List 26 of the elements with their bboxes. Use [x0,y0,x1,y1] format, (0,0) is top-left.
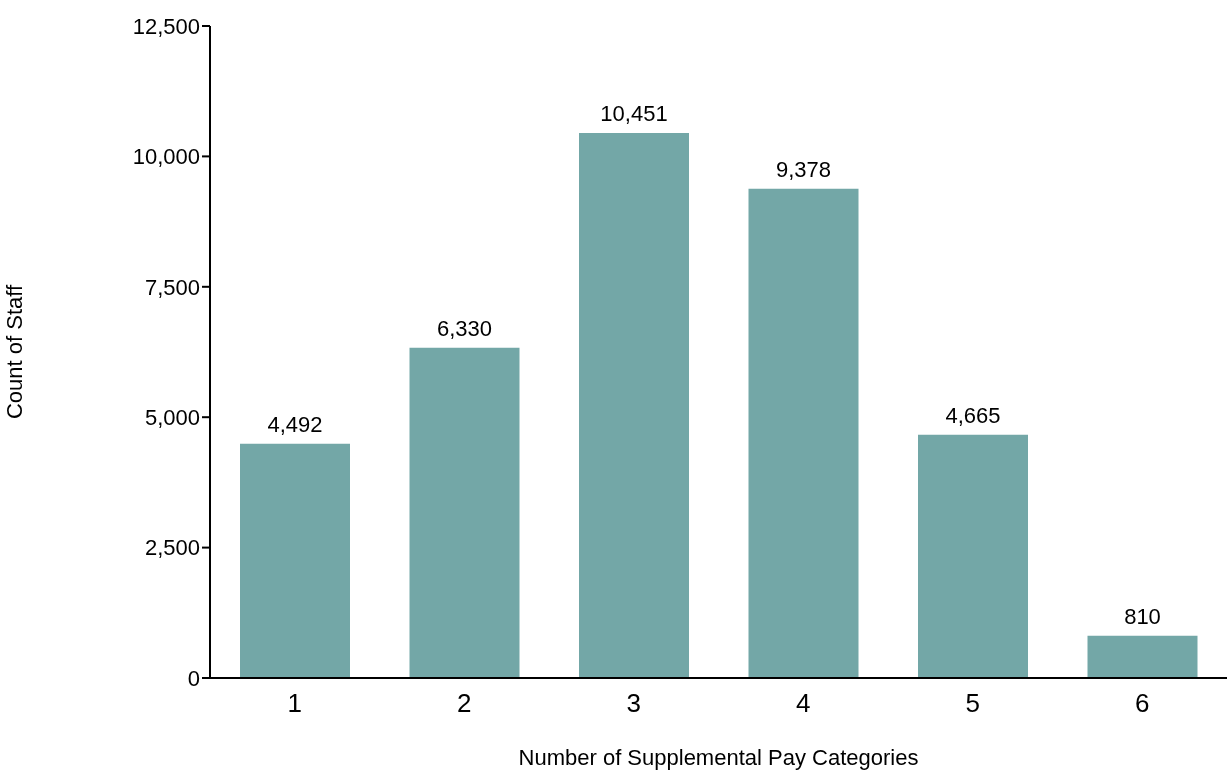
y-tick-label: 2,500 [144,535,200,561]
data-label: 4,492 [267,411,323,437]
x-tick-label: 1 [287,688,302,719]
x-tick-label: 4 [796,688,811,719]
data-label: 810 [1124,603,1161,629]
y-tick-label: 7,500 [144,274,200,300]
data-label: 6,330 [436,315,493,341]
data-label: 10,451 [600,100,668,126]
x-tick-label: 3 [626,688,641,719]
x-axis-title: Number of Supplemental Pay Categories [518,745,919,770]
y-tick-label: 12,500 [132,13,200,39]
data-label: 9,378 [775,156,832,182]
bar [579,132,689,678]
bar [918,434,1028,678]
bar [409,347,520,678]
y-axis-title: Count of Staff [1,284,27,420]
y-tick-label: 10,000 [132,144,200,170]
y-tick-label: 5,000 [144,405,200,431]
x-tick-label: 5 [965,688,980,719]
data-label: 4,665 [945,402,1001,428]
x-tick-label: 6 [1135,688,1150,719]
bar [748,188,859,678]
bar [240,443,350,678]
bar [1087,635,1198,678]
x-tick-label: 2 [457,688,472,719]
y-tick-label: 0 [187,665,200,691]
